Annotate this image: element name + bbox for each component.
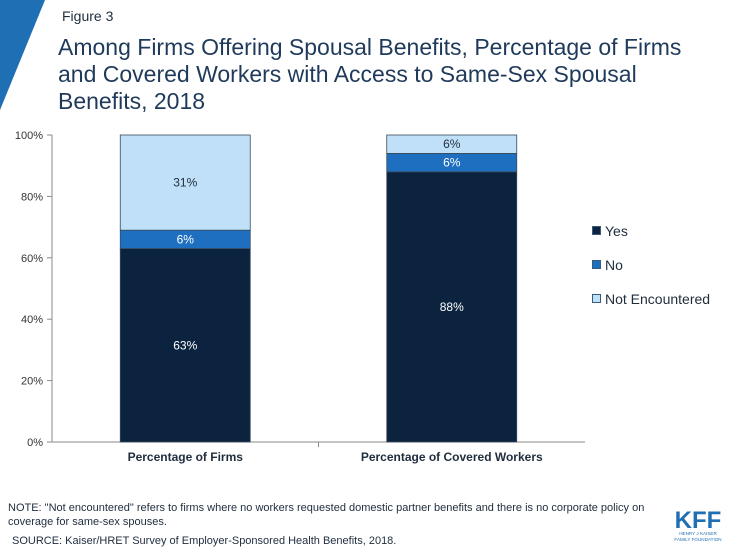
y-tick-label: 0% bbox=[27, 437, 43, 449]
data-label-yes: 63% bbox=[173, 338, 197, 352]
footnote: NOTE: "Not encountered" refers to firms … bbox=[8, 502, 645, 528]
data-label-not-encountered: 31% bbox=[173, 176, 197, 190]
y-tick-label: 20% bbox=[21, 376, 43, 388]
y-tick-label: 40% bbox=[21, 314, 43, 326]
legend-swatch-no bbox=[592, 260, 601, 269]
figure-label: Figure 3 bbox=[62, 8, 114, 24]
legend-label-no: No bbox=[605, 256, 623, 273]
data-label-no: 6% bbox=[443, 156, 461, 170]
kff-logo-subtext-1: HENRY J KAISER bbox=[679, 531, 717, 536]
bar-segment-not-encountered bbox=[119, 134, 251, 231]
y-tick-label: 80% bbox=[21, 191, 43, 203]
data-label-yes: 88% bbox=[440, 300, 464, 314]
bar-segment-not-encountered bbox=[386, 134, 518, 154]
y-tick-label: 100% bbox=[15, 130, 43, 142]
legend-label-not-encountered: Not Encountered bbox=[605, 290, 711, 307]
y-tick-label: 60% bbox=[21, 253, 43, 265]
legend-item-not-encountered: Not Encountered bbox=[592, 290, 710, 307]
source-note: SOURCE: Kaiser/HRET Survey of Employer-S… bbox=[12, 535, 397, 547]
data-label-not-encountered: 6% bbox=[443, 137, 461, 151]
data-label-no: 6% bbox=[177, 232, 195, 246]
legend-item-no: No bbox=[592, 256, 710, 273]
kff-logo-subtext-2: FAMILY FOUNDATION bbox=[674, 537, 721, 542]
chart-title: Among Firms Offering Spousal Benefits, P… bbox=[58, 34, 682, 114]
legend-item-yes: Yes bbox=[592, 222, 710, 239]
bar-segment-yes bbox=[386, 171, 518, 443]
corner-accent bbox=[0, 0, 45, 110]
bar-segment-yes bbox=[119, 248, 251, 443]
kff-logo-text: KFF bbox=[675, 507, 722, 534]
legend-swatch-yes bbox=[592, 226, 601, 235]
x-category-label: Percentage of Firms bbox=[128, 450, 244, 464]
legend-label-yes: Yes bbox=[605, 222, 628, 239]
x-category-label: Percentage of Covered Workers bbox=[361, 450, 543, 464]
kff-logo: KFF HENRY J KAISER FAMILY FOUNDATION bbox=[674, 507, 722, 542]
legend: Yes No Not Encountered bbox=[592, 222, 710, 324]
legend-swatch-not-encountered bbox=[592, 294, 601, 303]
